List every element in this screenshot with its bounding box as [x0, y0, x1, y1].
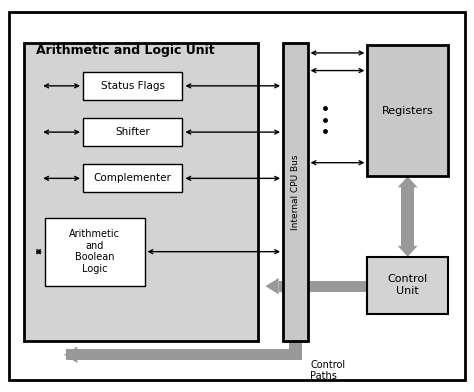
Bar — [289, 281, 302, 360]
Polygon shape — [398, 176, 418, 187]
Text: Status Flags: Status Flags — [100, 81, 165, 91]
Polygon shape — [64, 347, 77, 363]
FancyBboxPatch shape — [45, 218, 145, 286]
Text: Arithmetic and Logic Unit: Arithmetic and Logic Unit — [36, 44, 214, 57]
Bar — [370, 281, 371, 292]
Bar — [66, 349, 295, 360]
Text: Complementer: Complementer — [94, 173, 172, 183]
Bar — [401, 187, 414, 246]
Bar — [289, 196, 302, 349]
Polygon shape — [398, 246, 418, 257]
FancyBboxPatch shape — [9, 12, 465, 380]
Text: Shifter: Shifter — [115, 127, 150, 137]
Text: Control
Paths: Control Paths — [310, 360, 346, 381]
FancyBboxPatch shape — [83, 72, 182, 100]
Polygon shape — [283, 196, 307, 208]
FancyBboxPatch shape — [83, 118, 182, 146]
Bar — [67, 349, 77, 360]
FancyBboxPatch shape — [24, 43, 258, 341]
Text: Internal CPU Bus: Internal CPU Bus — [291, 154, 300, 230]
Polygon shape — [265, 278, 279, 294]
FancyBboxPatch shape — [367, 45, 448, 176]
FancyBboxPatch shape — [367, 257, 448, 314]
Polygon shape — [371, 278, 384, 294]
Text: Registers: Registers — [382, 106, 434, 116]
FancyBboxPatch shape — [283, 43, 308, 341]
Bar — [279, 281, 371, 292]
Text: Arithmetic
and
Boolean
Logic: Arithmetic and Boolean Logic — [69, 229, 120, 274]
FancyBboxPatch shape — [83, 164, 182, 192]
Text: Control
Unit: Control Unit — [388, 274, 428, 296]
